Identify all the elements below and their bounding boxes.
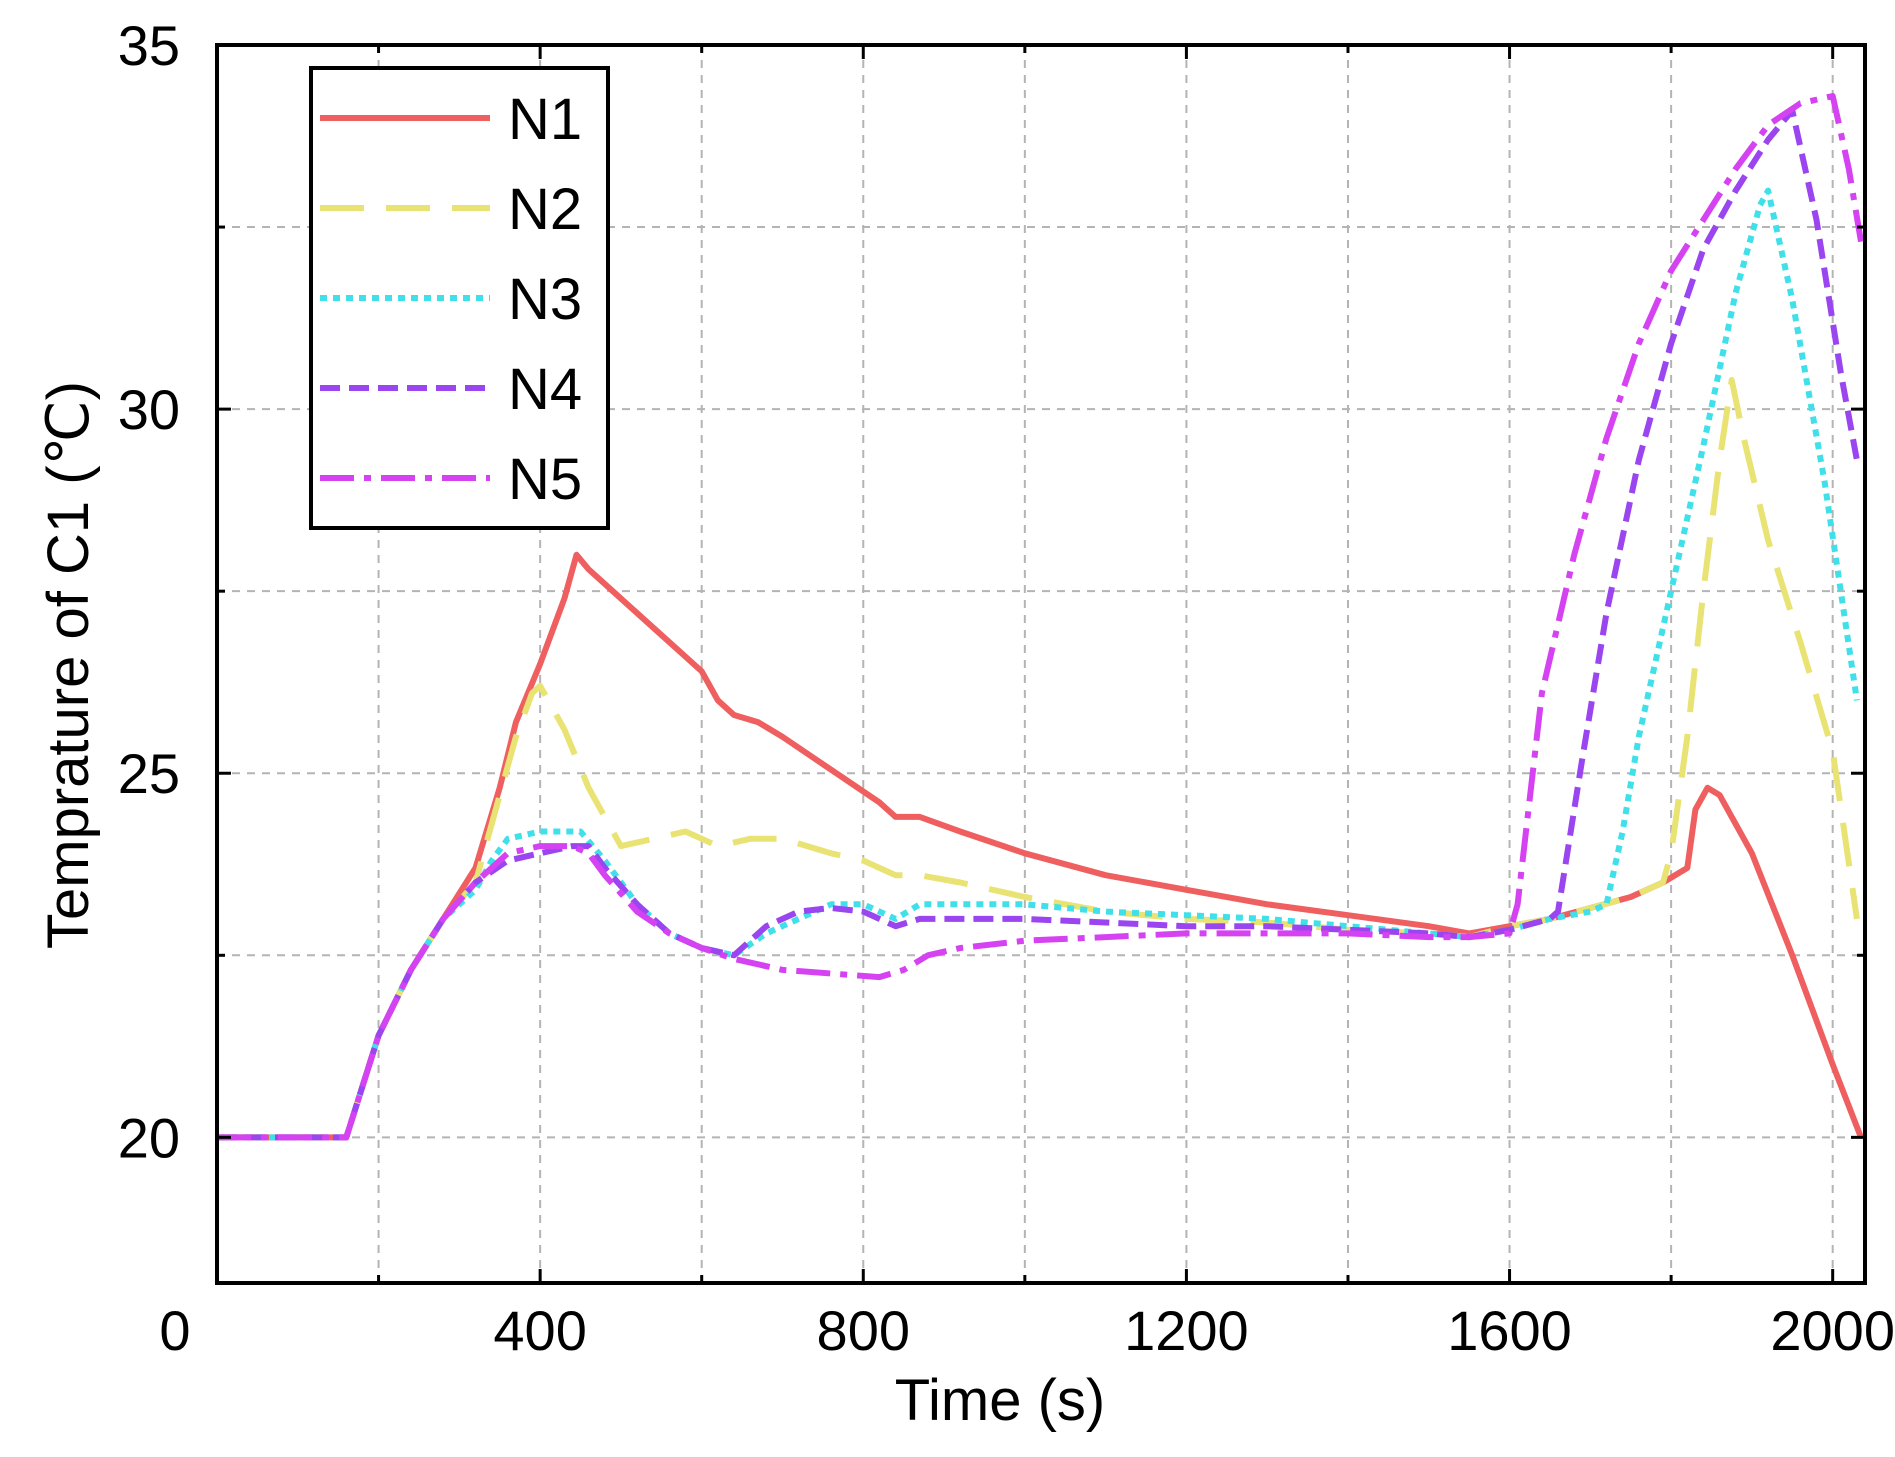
legend-label-n3: N3 bbox=[508, 267, 582, 332]
series-line-n3 bbox=[217, 187, 1860, 1141]
legend-label-n4: N4 bbox=[508, 357, 582, 422]
series-line-n1 bbox=[217, 551, 1864, 1141]
y-tick-label: 35 bbox=[118, 14, 180, 77]
plot-frame bbox=[215, 43, 1867, 1285]
series-lines bbox=[217, 93, 1864, 1141]
y-tick-label: 30 bbox=[118, 378, 180, 441]
y-tick-label: 20 bbox=[118, 1106, 180, 1169]
x-tick-label: 2000 bbox=[1770, 1299, 1895, 1362]
series-line-n2 bbox=[217, 377, 1860, 1141]
legend-label-n2: N2 bbox=[508, 177, 582, 242]
axis-ticks: 0 400 800 1200 1600 2000 20 25 30 35 bbox=[118, 14, 1895, 1362]
legend-label-n5: N5 bbox=[508, 447, 582, 512]
series-line-n5 bbox=[217, 93, 1864, 1141]
x-tick-label: 400 bbox=[493, 1299, 586, 1362]
x-tick-label: 0 bbox=[159, 1299, 190, 1362]
x-tick-label: 800 bbox=[817, 1299, 910, 1362]
series-line-n4 bbox=[217, 107, 1860, 1141]
legend: N1 N2 N3 N4 N5 bbox=[309, 66, 610, 530]
legend-items: N1 N2 N3 N4 N5 bbox=[320, 87, 582, 512]
x-tick-label: 1600 bbox=[1447, 1299, 1572, 1362]
y-axis-title: Temprature of C1 (℃) bbox=[36, 381, 101, 949]
y-tick-label: 25 bbox=[118, 742, 180, 805]
x-axis-title: Time (s) bbox=[895, 1368, 1105, 1433]
x-tick-label: 1200 bbox=[1124, 1299, 1249, 1362]
legend-label-n1: N1 bbox=[508, 87, 582, 152]
